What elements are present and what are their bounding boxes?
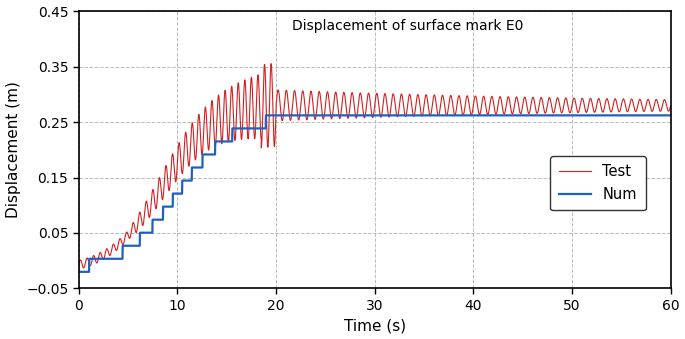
- X-axis label: Time (s): Time (s): [344, 318, 406, 334]
- Test: [75, 270, 83, 274]
- Test: [267, 62, 275, 66]
- Y-axis label: Displacement (m): Displacement (m): [5, 81, 21, 218]
- Num: [340, 113, 348, 117]
- Legend: Test, Num: Test, Num: [550, 156, 645, 211]
- Test: [215, 100, 223, 104]
- Test: [212, 134, 221, 138]
- Num: [662, 113, 670, 117]
- Test: [340, 91, 348, 95]
- Num: [75, 270, 83, 274]
- Text: Displacement of surface mark E0: Displacement of surface mark E0: [292, 19, 523, 33]
- Num: [262, 113, 270, 117]
- Test: [219, 137, 227, 141]
- Test: [298, 92, 306, 96]
- Num: [667, 113, 675, 117]
- Num: [219, 139, 227, 143]
- Num: [298, 113, 306, 117]
- Test: [667, 103, 675, 107]
- Num: [212, 139, 221, 143]
- Test: [662, 101, 670, 105]
- Line: Num: Num: [79, 115, 671, 272]
- Num: [215, 139, 223, 143]
- Line: Test: Test: [79, 64, 671, 272]
